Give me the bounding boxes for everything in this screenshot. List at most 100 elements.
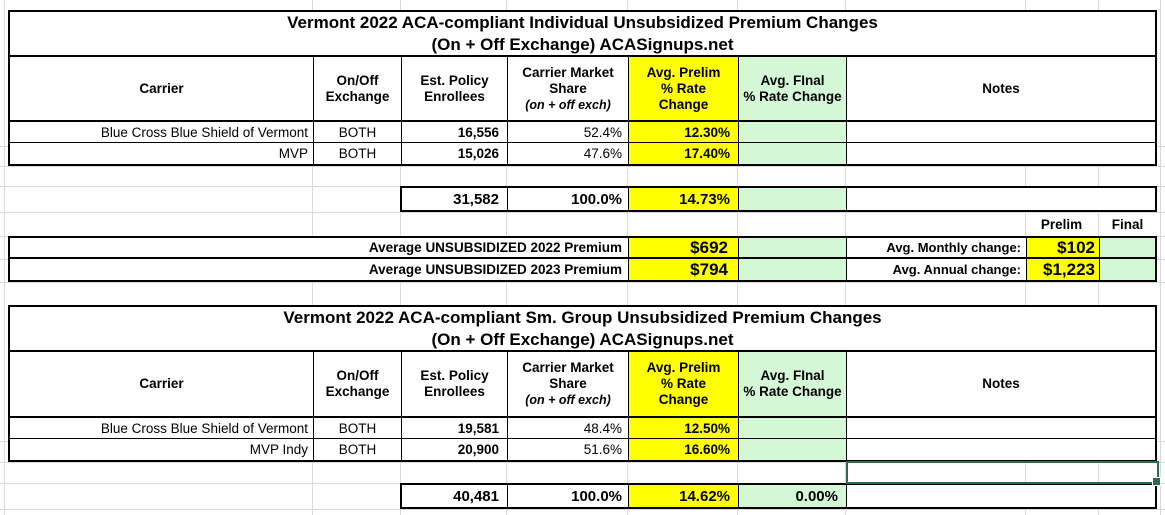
- share-cell[interactable]: 48.4%: [508, 418, 629, 439]
- change-value-cell[interactable]: $102: [1027, 238, 1100, 259]
- header-prelim-rate[interactable]: Avg. Prelim % Rate Change: [629, 352, 739, 418]
- exchange-cell[interactable]: BOTH: [314, 418, 402, 439]
- share-cell[interactable]: 52.4%: [508, 122, 629, 143]
- header-final-rate[interactable]: Avg. FInal % Rate Change: [739, 352, 847, 418]
- total-prelim-cell[interactable]: 14.73%: [629, 188, 739, 210]
- summary-label-cell[interactable]: Average UNSUBSIDIZED 2022 Premium: [10, 238, 629, 259]
- total-share-cell[interactable]: 100.0%: [508, 188, 629, 210]
- header-enrollees-line2: Enrollees: [424, 384, 485, 399]
- carrier-cell[interactable]: Blue Cross Blue Shield of Vermont: [10, 122, 314, 143]
- individual-total-row: 31,582 100.0% 14.73%: [400, 186, 1157, 212]
- header-final-line2: % Rate Change: [743, 88, 842, 104]
- total-enrollees-cell[interactable]: 31,582: [402, 188, 508, 210]
- final-column-label[interactable]: Final: [1111, 216, 1144, 232]
- change-final-cell[interactable]: [1100, 259, 1155, 280]
- total-share-cell[interactable]: 100.0%: [508, 485, 629, 507]
- carrier-cell[interactable]: Blue Cross Blue Shield of Vermont: [10, 418, 314, 439]
- summary-value-cell[interactable]: $692: [629, 238, 739, 259]
- prelim-cell[interactable]: 17.40%: [629, 143, 739, 164]
- header-enrollees-line2: Enrollees: [424, 88, 485, 104]
- header-share-line3: (on + off exch): [525, 393, 611, 407]
- exchange-cell[interactable]: BOTH: [314, 122, 402, 143]
- share-cell[interactable]: 51.6%: [508, 439, 629, 460]
- header-carrier-label: Carrier: [139, 376, 184, 391]
- header-prelim-line3: Change: [658, 96, 709, 112]
- total-enrollees-cell[interactable]: 40,481: [402, 485, 508, 507]
- total-final-cell[interactable]: [739, 188, 847, 210]
- header-notes[interactable]: Notes: [847, 57, 1155, 122]
- final-cell[interactable]: [739, 143, 847, 164]
- header-market-share[interactable]: Carrier Market Share (on + off exch): [508, 57, 629, 122]
- header-share-line3: (on + off exch): [525, 97, 611, 112]
- carrier-cell[interactable]: MVP: [10, 143, 314, 164]
- summary-final-cell[interactable]: [739, 259, 847, 280]
- header-share-line2: Share: [549, 376, 587, 391]
- sm-group-table-title[interactable]: Vermont 2022 ACA-compliant Sm. Group Uns…: [10, 307, 1155, 352]
- notes-cell[interactable]: [847, 439, 1155, 460]
- summary-label-cell[interactable]: Average UNSUBSIDIZED 2023 Premium: [10, 259, 629, 280]
- header-prelim-line1: Avg. Prelim: [646, 64, 721, 80]
- enrollees-cell[interactable]: 19,581: [402, 418, 508, 439]
- selected-cell[interactable]: [846, 461, 1161, 486]
- header-prelim-line2: % Rate: [660, 376, 706, 391]
- final-cell[interactable]: [739, 439, 847, 460]
- header-final-line2: % Rate Change: [743, 384, 842, 399]
- change-label-cell[interactable]: Avg. Annual change:: [847, 259, 1027, 280]
- carrier-cell[interactable]: MVP Indy: [10, 439, 314, 460]
- enrollees-cell[interactable]: 20,900: [402, 439, 508, 460]
- individual-title-line1: Vermont 2022 ACA-compliant Individual Un…: [287, 12, 878, 32]
- total-notes-cell[interactable]: [847, 188, 1155, 210]
- final-cell[interactable]: [739, 418, 847, 439]
- header-prelim-line3: Change: [658, 392, 709, 407]
- total-final-cell[interactable]: 0.00%: [739, 485, 847, 507]
- header-notes-label: Notes: [982, 376, 1020, 391]
- header-notes-label: Notes: [982, 80, 1020, 96]
- prelim-cell[interactable]: 16.60%: [629, 439, 739, 460]
- header-carrier[interactable]: Carrier: [10, 57, 314, 122]
- notes-cell[interactable]: [847, 418, 1155, 439]
- total-notes-cell[interactable]: [847, 485, 1155, 507]
- header-notes[interactable]: Notes: [847, 352, 1155, 418]
- change-final-cell[interactable]: [1100, 238, 1155, 259]
- header-carrier[interactable]: Carrier: [10, 352, 314, 418]
- prelim-cell[interactable]: 12.50%: [629, 418, 739, 439]
- summary-final-cell[interactable]: [739, 238, 847, 259]
- individual-table-title[interactable]: Vermont 2022 ACA-compliant Individual Un…: [10, 12, 1155, 57]
- header-prelim-line2: % Rate: [660, 80, 706, 96]
- exchange-cell[interactable]: BOTH: [314, 439, 402, 460]
- header-final-rate[interactable]: Avg. FInal % Rate Change: [739, 57, 847, 122]
- summary-value-cell[interactable]: $794: [629, 259, 739, 280]
- header-enrollees-line1: Est. Policy: [420, 72, 489, 88]
- fill-handle[interactable]: [1152, 477, 1161, 486]
- header-enrollees[interactable]: Est. Policy Enrollees: [402, 352, 508, 418]
- header-exchange[interactable]: On/Off Exchange: [314, 352, 402, 418]
- individual-title-line2: (On + Off Exchange) ACASignups.net: [431, 34, 734, 54]
- header-share-line1: Carrier Market: [522, 360, 614, 375]
- final-cell[interactable]: [739, 122, 847, 143]
- share-cell[interactable]: 47.6%: [508, 143, 629, 164]
- total-prelim-cell[interactable]: 14.62%: [629, 485, 739, 507]
- change-value-cell[interactable]: $1,223: [1027, 259, 1100, 280]
- exchange-cell[interactable]: BOTH: [314, 143, 402, 164]
- header-exchange-line1: On/Off: [336, 368, 379, 383]
- header-enrollees[interactable]: Est. Policy Enrollees: [402, 57, 508, 122]
- sm-group-table: Vermont 2022 ACA-compliant Sm. Group Uns…: [8, 305, 1157, 462]
- change-label-cell[interactable]: Avg. Monthly change:: [847, 238, 1027, 259]
- header-exchange[interactable]: On/Off Exchange: [314, 57, 402, 122]
- individual-table: Vermont 2022 ACA-compliant Individual Un…: [8, 10, 1157, 166]
- premium-summary: Average UNSUBSIDIZED 2022 Premium $692 A…: [8, 236, 1157, 282]
- sm-group-total-row: 40,481 100.0% 14.62% 0.00%: [400, 483, 1157, 509]
- prelim-cell[interactable]: 12.30%: [629, 122, 739, 143]
- prelim-column-label[interactable]: Prelim: [1040, 216, 1083, 232]
- header-final-line1: Avg. FInal: [760, 72, 825, 88]
- enrollees-cell[interactable]: 16,556: [402, 122, 508, 143]
- header-prelim-rate[interactable]: Avg. Prelim % Rate Change: [629, 57, 739, 122]
- header-carrier-label: Carrier: [139, 80, 184, 96]
- header-market-share[interactable]: Carrier Market Share (on + off exch): [508, 352, 629, 418]
- notes-cell[interactable]: [847, 122, 1155, 143]
- header-exchange-line2: Exchange: [325, 88, 390, 104]
- enrollees-cell[interactable]: 15,026: [402, 143, 508, 164]
- header-enrollees-line1: Est. Policy: [420, 368, 489, 383]
- notes-cell[interactable]: [847, 143, 1155, 164]
